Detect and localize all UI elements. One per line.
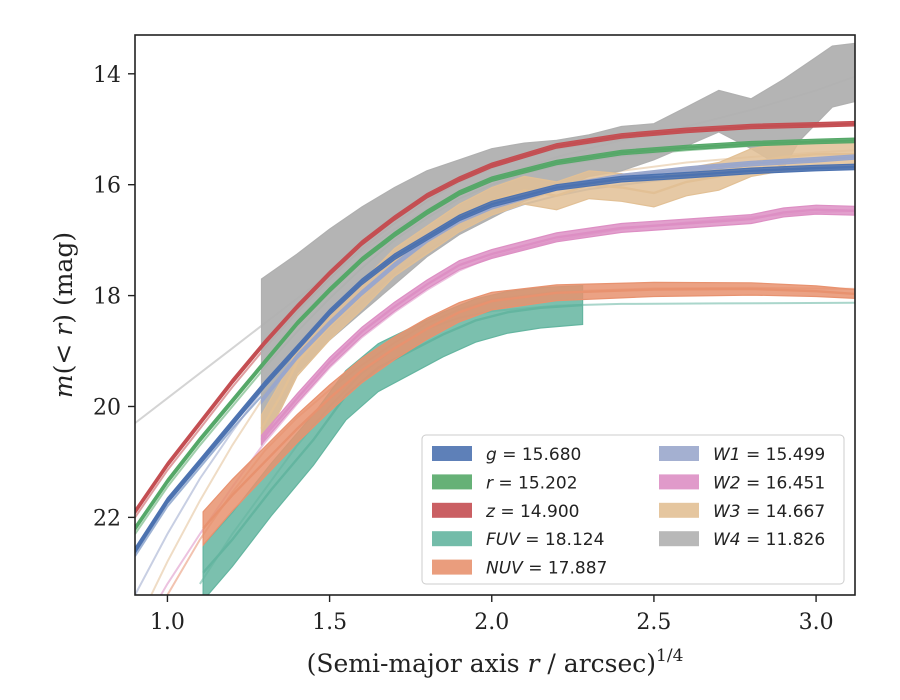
band-w2 bbox=[260, 204, 855, 446]
legend-swatch-nuv bbox=[432, 559, 472, 575]
legend-label-fuv: FUV = 18.124 bbox=[486, 530, 604, 550]
y-axis-label-mid: (< bbox=[49, 336, 78, 375]
legend-swatch-g bbox=[432, 446, 472, 461]
legend-label-w1: W1 = 15.499 bbox=[713, 445, 825, 465]
series-line-w2 bbox=[260, 208, 855, 441]
legend-label-value-z: = 14.900 bbox=[495, 502, 580, 522]
legend-label-var-fuv: FUV bbox=[486, 530, 521, 550]
legend-label-w3: W3 = 14.667 bbox=[713, 502, 825, 522]
legend-label-var-w3: W3 bbox=[713, 502, 741, 522]
x-tick-label: 2.0 bbox=[474, 610, 509, 635]
legend-swatch-w1 bbox=[659, 446, 699, 461]
x-axis-label-var: r bbox=[528, 649, 542, 678]
legend-label-r: r = 15.202 bbox=[486, 473, 578, 493]
x-tick-label: 1.0 bbox=[150, 610, 185, 635]
band-r bbox=[135, 137, 855, 532]
legend-label-var-g: g bbox=[486, 445, 497, 465]
legend-label-var-nuv: NUV bbox=[486, 559, 524, 579]
band-z bbox=[135, 120, 855, 516]
y-axis-label-var: m bbox=[49, 374, 78, 398]
y-axis-label-var2: r bbox=[49, 322, 78, 336]
legend-label-var-z: z bbox=[485, 502, 496, 522]
legend-label-var-w2: W2 bbox=[713, 473, 741, 493]
plot-frame bbox=[134, 34, 856, 596]
legend-swatch-w2 bbox=[659, 474, 699, 490]
x-tick-label: 1.5 bbox=[312, 610, 347, 635]
band-w3 bbox=[260, 139, 855, 445]
x-tick-label: 2.5 bbox=[636, 610, 671, 635]
series-line-nuv bbox=[202, 287, 855, 530]
legend-label-value-fuv: = 18.124 bbox=[520, 530, 605, 550]
legend-swatch-r bbox=[432, 474, 472, 490]
legend-label-nuv: NUV = 17.887 bbox=[486, 559, 607, 579]
x-axis-label-mid: / arcsec) bbox=[539, 649, 656, 678]
y-tick-label: 16 bbox=[93, 174, 121, 199]
x-axis: 1.0 1.5 2.0 2.5 3.0 bbox=[150, 595, 834, 635]
legend-label-z: z = 14.900 bbox=[485, 502, 579, 522]
legend-label-value-w3: = 14.667 bbox=[741, 502, 826, 522]
legend-swatch-z bbox=[432, 502, 472, 518]
legend-label-value-nuv: = 17.887 bbox=[523, 559, 608, 579]
legend-label-value-w4: = 11.826 bbox=[741, 530, 826, 550]
y-tick-label: 22 bbox=[93, 506, 121, 531]
y-axis-label: m(< r) (mag) bbox=[49, 232, 78, 398]
legend-label-var-w1: W1 bbox=[713, 445, 741, 465]
x-axis-label: (Semi-major axis r / arcsec)1/4 bbox=[307, 646, 684, 678]
legend-box bbox=[421, 434, 845, 585]
x-axis-label-sup: 1/4 bbox=[656, 646, 683, 666]
legend-label-value-r: = 15.202 bbox=[493, 473, 578, 493]
legend-label-var-r: r bbox=[486, 473, 494, 493]
legend-label-g: g = 15.680 bbox=[486, 445, 581, 465]
series-line-z bbox=[135, 122, 855, 513]
legend-label-value-g: = 15.680 bbox=[497, 445, 582, 465]
band-nuv bbox=[202, 281, 855, 547]
x-tick-label: 3.0 bbox=[799, 610, 834, 635]
legend-swatch-fuv bbox=[432, 531, 472, 547]
legend-swatch-w4 bbox=[659, 531, 699, 547]
y-axis-label-suffix: ) (mag) bbox=[49, 232, 78, 324]
legend-label-w2: W2 = 16.451 bbox=[713, 473, 825, 493]
legend-swatch-w3 bbox=[659, 502, 699, 518]
data-bands bbox=[135, 42, 855, 595]
series-line-g bbox=[135, 165, 855, 552]
legend-label-value-w1: = 15.499 bbox=[741, 445, 826, 465]
legend-label-w4: W4 = 11.826 bbox=[713, 530, 825, 550]
series-line-r bbox=[135, 139, 855, 530]
x-axis-label-prefix: (Semi-major axis bbox=[307, 649, 528, 678]
y-tick-label: 14 bbox=[93, 63, 121, 88]
band-g bbox=[135, 163, 855, 555]
legend-label-var-w4: W4 bbox=[713, 530, 741, 550]
y-tick-label: 18 bbox=[93, 285, 121, 310]
y-tick-label: 20 bbox=[93, 395, 121, 420]
legend-label-value-w2: = 16.451 bbox=[741, 473, 826, 493]
y-axis: 14 16 18 20 22 bbox=[93, 63, 135, 531]
